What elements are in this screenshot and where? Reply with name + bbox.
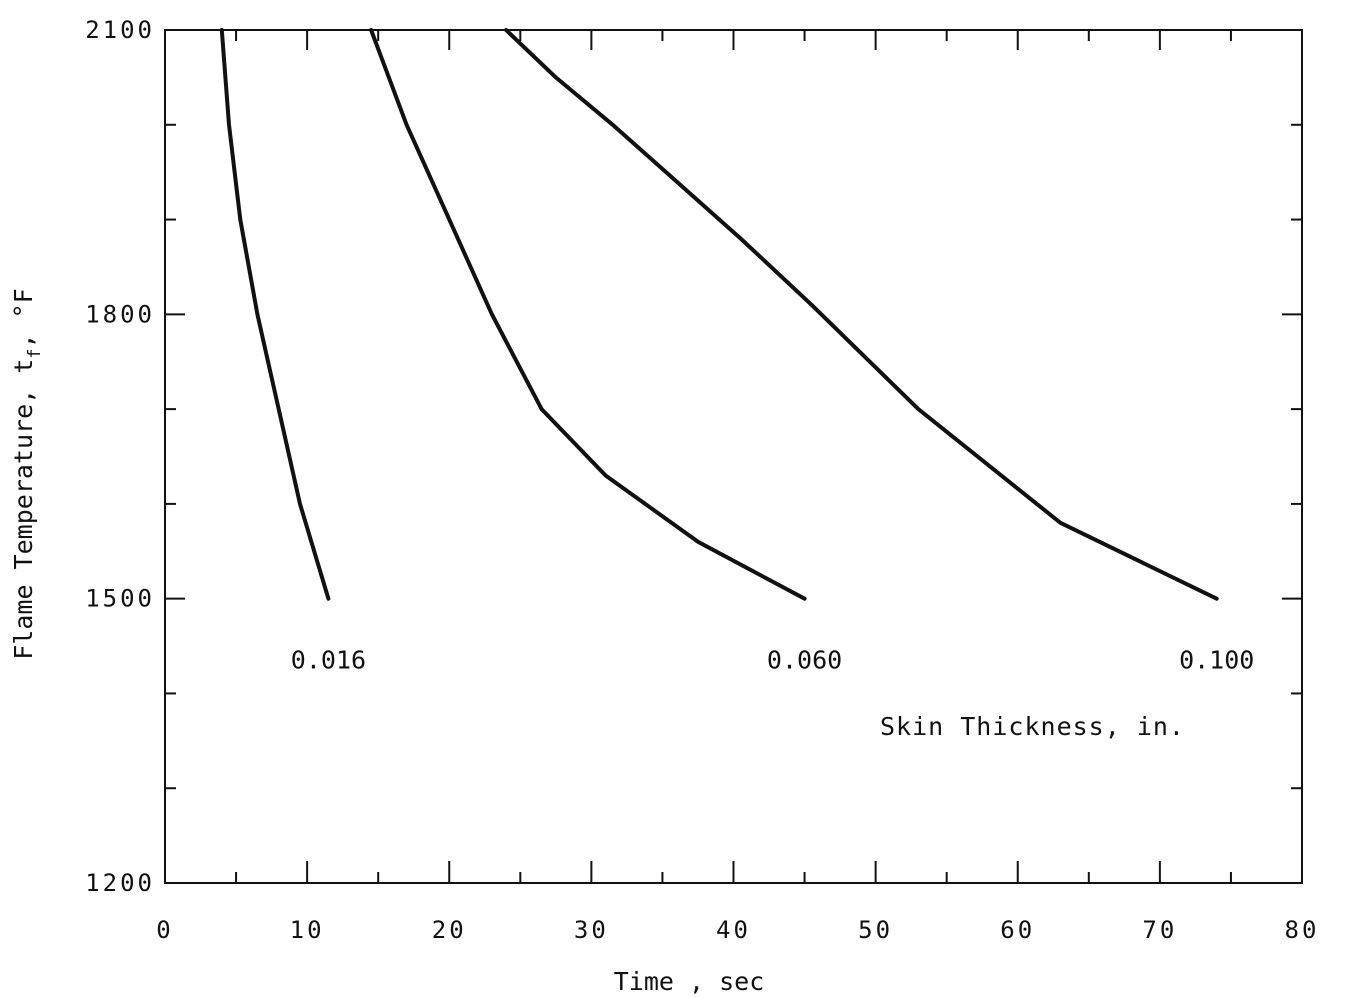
y-axis-title-subscript: f (25, 348, 45, 358)
y-tick-label: 2100 (85, 16, 155, 44)
x-tick-label: 60 (1000, 916, 1035, 944)
series-line-0.016 (219, 28, 331, 601)
y-tick-label: 1200 (85, 869, 155, 897)
series-line-0.060 (369, 28, 807, 601)
x-axis-ticks: 0 10 20 30 40 50 60 70 80 (156, 30, 1320, 944)
x-tick-label: 20 (432, 916, 467, 944)
y-axis-title-main: Flame Temperature, t (9, 359, 38, 660)
series-line-0.100 (504, 28, 1219, 601)
plot-frame (164, 29, 1303, 884)
series-label-0.060: 0.060 (767, 646, 842, 675)
x-tick-label: 80 (1285, 916, 1320, 944)
x-tick-label: 70 (1142, 916, 1177, 944)
y-axis-ticks: 1200 1500 1800 2100 (85, 16, 1302, 897)
y-tick-label: 1500 (85, 585, 155, 613)
series-label-0.100: 0.100 (1179, 646, 1254, 675)
series-lines (219, 28, 1219, 601)
series-label-0.016: 0.016 (291, 646, 366, 675)
y-axis-title-unit: , °F (9, 288, 38, 348)
y-axis-title: Flame Temperature, tf, °F (9, 288, 45, 660)
x-axis-title: Time , sec (614, 967, 765, 996)
x-tick-label: 0 (156, 916, 173, 944)
x-tick-label: 10 (290, 916, 325, 944)
y-tick-label: 1800 (85, 300, 155, 328)
x-tick-label: 30 (574, 916, 609, 944)
series-labels: 0.016 0.060 0.100 (291, 646, 1255, 675)
x-tick-label: 50 (858, 916, 893, 944)
x-tick-label: 40 (716, 916, 751, 944)
legend-note: Skin Thickness, in. (880, 712, 1185, 741)
